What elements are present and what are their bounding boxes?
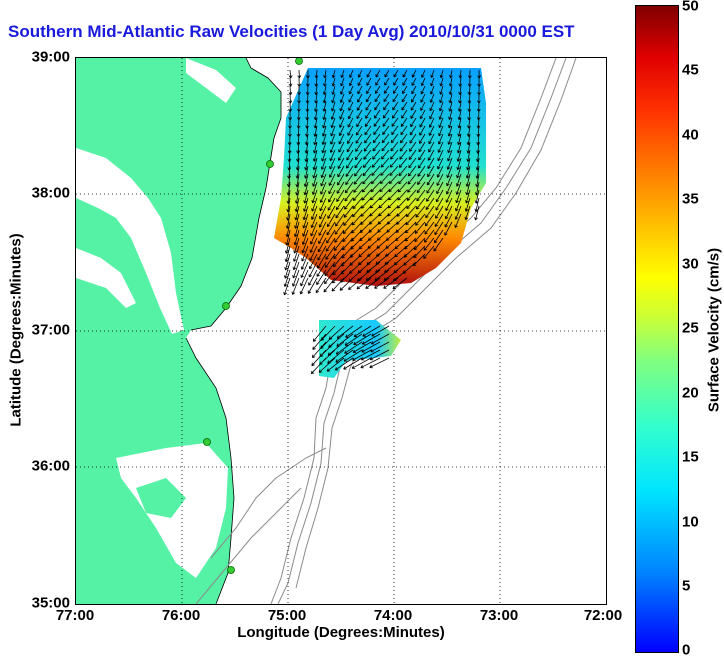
station-markers [203, 58, 303, 574]
chart-title: Southern Mid-Atlantic Raw Velocities (1 … [8, 22, 575, 41]
y-tick-label: 36:00 [31, 457, 70, 475]
y-tick-label: 37:00 [31, 321, 70, 339]
x-tick-label: 77:00 [55, 607, 95, 624]
velocity-vectors [283, 69, 482, 375]
x-tick-label: 73:00 [479, 607, 519, 624]
colorbar-tick-label: 35 [682, 190, 699, 208]
colorbar-tick-label: 45 [682, 61, 699, 79]
y-axis-label: Latitude (Degrees:Minutes) [7, 233, 25, 427]
y-tick-label: 39:00 [31, 48, 70, 66]
chesapeake-bay [76, 148, 184, 334]
velocity-vector-arrows [283, 69, 482, 375]
map-plot-area[interactable] [75, 57, 607, 605]
colorbar [635, 5, 679, 653]
colorbar-tick-label: 20 [682, 384, 699, 402]
colorbar-tick-label: 25 [682, 319, 699, 337]
x-tick-label: 75:00 [267, 607, 307, 624]
colorbar-tick-label: 30 [682, 255, 699, 273]
velocity-field-south [319, 320, 401, 378]
map-canvas [76, 58, 606, 604]
colorbar-tick-label: 40 [682, 126, 699, 144]
x-tick-label: 74:00 [373, 607, 413, 624]
colorbar-tick-label: 5 [682, 577, 691, 595]
colorbar-tick-label: 50 [682, 0, 699, 15]
y-tick-label: 38:00 [31, 184, 70, 202]
x-tick-label: 72:00 [583, 607, 623, 624]
x-axis-label: Longitude (Degrees:Minutes) [237, 624, 445, 641]
colorbar-tick-label: 0 [682, 641, 691, 659]
y-tick-label: 35:00 [31, 594, 70, 612]
colorbar-label: Surface Velocity (cm/s) [705, 247, 723, 413]
colorbar-tick-label: 15 [682, 448, 699, 466]
colorbar-tick-label: 10 [682, 513, 699, 531]
x-tick-label: 76:00 [161, 607, 201, 624]
